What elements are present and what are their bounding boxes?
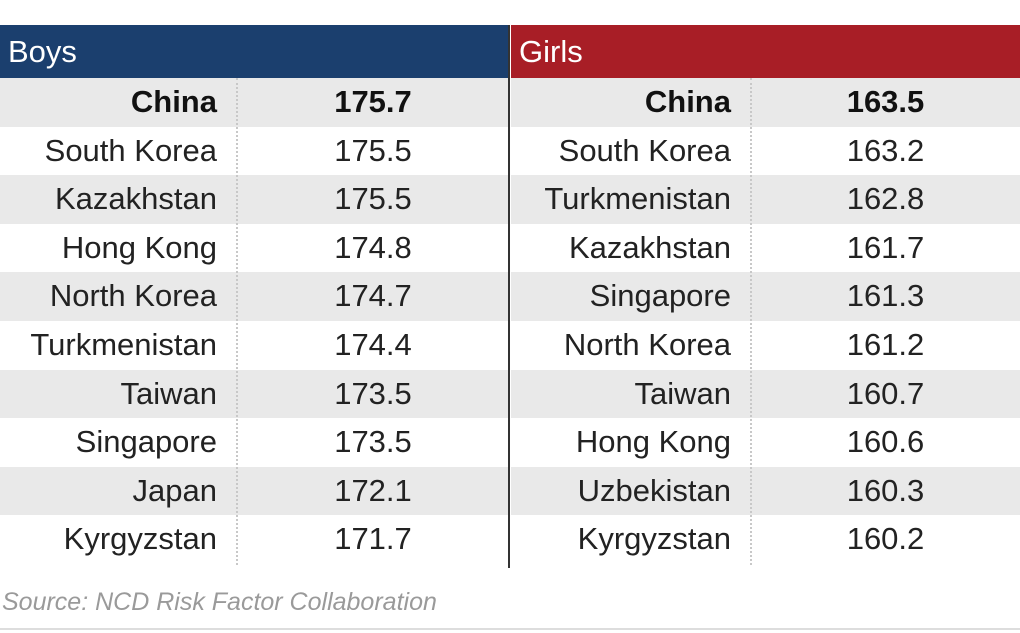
boys-country-cell: North Korea (49, 278, 217, 314)
girls-country-cell: Singapore (589, 278, 731, 314)
boys-country-cell: Kazakhstan (55, 181, 217, 217)
girls-value-cell: 160.3 (846, 472, 925, 508)
girls-country-cell: South Korea (558, 132, 731, 168)
boys-value-cell: 173.5 (334, 375, 412, 411)
girls-country-cell: Kazakhstan (569, 229, 731, 265)
girls-table-row: Uzbekistan 160.3 (511, 466, 1020, 516)
girls-table-row: Kyrgyzstan 160.2 (511, 515, 1020, 564)
boys-table-row: Kazakhstan 175.5 (0, 175, 509, 224)
girls-table-row: Turkmenistan 162.8 (511, 175, 1020, 224)
source-note: Source: NCD Risk Factor Collaboration (2, 588, 437, 616)
boys-value-cell: 175.7 (334, 84, 412, 119)
girls-table-row: North Korea 161.2 (511, 321, 1020, 370)
girls-value-cell: 161.2 (846, 326, 925, 362)
girls-country-cell: Kyrgyzstan (577, 521, 731, 557)
boys-country-cell: Japan (132, 472, 217, 508)
boys-header: Boys (0, 25, 509, 78)
boys-value-cell: 172.1 (334, 472, 412, 508)
boys-table-row: Singapore 173.5 (0, 418, 509, 467)
boys-column-separator (236, 78, 238, 565)
top-strip (0, 0, 1020, 25)
girls-table-row: Taiwan 160.7 (511, 369, 1020, 419)
bottom-rule (0, 628, 1020, 630)
girls-value-cell: 161.7 (846, 229, 925, 265)
girls-country-cell: North Korea (563, 326, 731, 362)
girls-rows: China 163.5 South Korea 163.2 Turkmenistan 16… (511, 78, 1020, 564)
boys-value-cell: 171.7 (334, 521, 412, 557)
boys-table-row: Turkmenistan 174.4 (0, 321, 509, 370)
girls-country-cell: Taiwan (634, 375, 732, 411)
girls-value-cell: 161.3 (846, 278, 925, 314)
boys-country-cell: Kyrgyzstan (63, 521, 217, 557)
girls-value-cell: 160.6 (846, 424, 925, 460)
girls-table-row: Singapore 161.3 (511, 272, 1020, 321)
boys-country-cell: Singapore (75, 424, 217, 460)
boys-country-cell: Turkmenistan (30, 326, 217, 362)
boys-value-cell: 173.5 (334, 424, 412, 460)
girls-table-row: South Korea 163.2 (511, 127, 1020, 176)
boys-value-cell: 174.4 (334, 326, 412, 362)
boys-value-cell: 174.7 (334, 278, 412, 314)
boys-value-cell: 174.8 (334, 229, 412, 265)
boys-value-cell: 175.5 (334, 181, 412, 217)
girls-column-separator (750, 78, 752, 565)
boys-table-row: Hong Kong 174.8 (0, 224, 509, 273)
girls-table-row: China 163.5 (511, 78, 1020, 127)
boys-value-cell: 175.5 (334, 132, 412, 168)
boys-table-row: Japan 172.1 (0, 466, 509, 516)
center-divider (508, 25, 510, 568)
girls-table-row: Kazakhstan 161.7 (511, 224, 1020, 273)
boys-country-cell: China (130, 84, 217, 119)
boys-table: Boys China 175.7 South Korea 175.5 Kazakhsta… (0, 25, 509, 564)
girls-table: Girls China 163.5 South Korea 163.2 Turkmeni… (511, 25, 1020, 564)
girls-country-cell: China (644, 84, 731, 119)
girls-value-cell: 160.2 (846, 521, 925, 557)
boys-country-cell: South Korea (44, 132, 217, 168)
girls-value-cell: 160.7 (846, 375, 925, 411)
boys-table-row: China 175.7 (0, 78, 509, 127)
girls-country-cell: Uzbekistan (577, 472, 731, 508)
girls-value-cell: 162.8 (846, 181, 925, 217)
girls-value-cell: 163.2 (846, 132, 925, 168)
boys-table-row: Kyrgyzstan 171.7 (0, 515, 509, 564)
girls-country-cell: Turkmenistan (544, 181, 731, 217)
boys-country-cell: Hong Kong (61, 229, 217, 265)
boys-table-row: Taiwan 173.5 (0, 369, 509, 419)
boys-table-row: South Korea 175.5 (0, 127, 509, 176)
girls-header: Girls (511, 25, 1020, 78)
boys-table-row: North Korea 174.7 (0, 272, 509, 321)
boys-country-cell: Taiwan (120, 375, 218, 411)
girls-value-cell: 163.5 (846, 84, 925, 119)
boys-rows: China 175.7 South Korea 175.5 Kazakhstan 175.… (0, 78, 509, 564)
girls-country-cell: Hong Kong (575, 424, 731, 460)
girls-table-row: Hong Kong 160.6 (511, 418, 1020, 467)
